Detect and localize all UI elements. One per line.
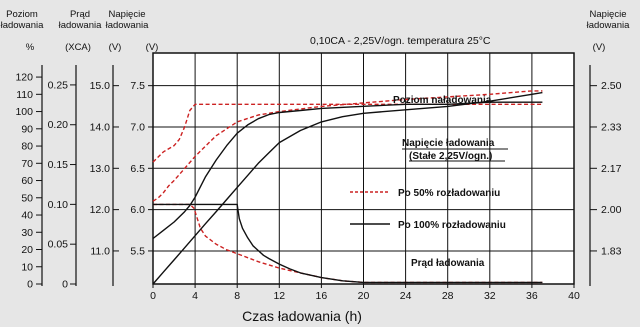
chart-title: 0,10CA - 2,25V/ogn. temperatura 25°C <box>310 35 491 47</box>
right-voltage-tick-label: 2.17 <box>601 163 622 175</box>
soc-tick-label: 120 <box>15 72 33 84</box>
legend-label-100: Po 100% rozładowaniu <box>398 220 506 231</box>
right-voltage-tick-label: 2.00 <box>601 204 622 216</box>
legend: Po 50% rozładowaniu Po 100% rozładowaniu <box>350 188 506 231</box>
voltage-cell-tick-label: 7.0 <box>130 121 145 133</box>
series-100-soc-line <box>152 91 543 285</box>
soc-tick-label: 10 <box>21 261 33 273</box>
x-tick-label: 8 <box>234 290 240 302</box>
current-tick-label: 0 <box>62 279 68 291</box>
voltage-curve-sublabel: (Stałe 2,25V/ogn.) <box>409 151 492 162</box>
voltage-cell-axis-unit: (V) <box>146 42 159 53</box>
axis-ticks: 0 4 8 12 16 20 24 28 32 36 40 0 10 20 30 40 50 60 70 80 90 10… <box>15 72 621 302</box>
x-tick-label: 40 <box>568 290 580 302</box>
current-axis-unit: (XCA) <box>65 42 91 53</box>
soc-tick-label: 70 <box>21 158 33 170</box>
voltage-cell-tick-label: 6.0 <box>130 204 145 216</box>
voltage-axis-header-line1: Napięcie <box>109 9 146 20</box>
soc-axis-unit: % <box>26 42 35 53</box>
series-100-current-line <box>153 203 543 284</box>
x-tick-label: 12 <box>273 290 285 302</box>
soc-tick-label: 40 <box>21 210 33 222</box>
x-tick-label: 24 <box>400 290 412 302</box>
voltage-outer-tick-label: 15.0 <box>90 80 111 92</box>
right-voltage-tick-label: 2.50 <box>601 80 622 92</box>
soc-tick-label: 0 <box>27 279 33 291</box>
current-tick-label: 0.20 <box>48 119 69 131</box>
grid-lines <box>153 53 574 284</box>
legend-label-50: Po 50% rozładowaniu <box>398 188 500 199</box>
voltage-cell-tick-label: 6.5 <box>130 163 145 175</box>
axis-headers: Poziom ładowania Prąd ładowania Napięcie… <box>1 9 630 53</box>
series-50-soc-line <box>152 90 543 202</box>
soc-tick-label: 110 <box>16 89 33 101</box>
x-tick-label: 32 <box>484 290 496 302</box>
soc-curve-label: Poziom naładowania <box>393 95 492 106</box>
current-axis-header-line2: ładowania <box>59 20 102 31</box>
right-voltage-axis-header-line2: ładowania <box>587 20 630 31</box>
x-tick-label: 28 <box>442 290 454 302</box>
current-curve-label: Prąd ładowania <box>411 258 485 269</box>
current-tick-label: 0.10 <box>48 199 69 211</box>
curve-layer <box>152 90 543 285</box>
x-tick-label: 20 <box>358 290 370 302</box>
x-tick-label: 16 <box>316 290 328 302</box>
voltage-outer-tick-label: 11.0 <box>90 245 110 257</box>
soc-axis-header-line1: Poziom <box>6 9 38 20</box>
right-voltage-tick-label: 1.83 <box>601 245 622 257</box>
x-tick-label: 36 <box>526 290 538 302</box>
soc-tick-label: 100 <box>15 106 33 118</box>
soc-axis-header-line2: ładowania <box>1 20 44 31</box>
series-50-voltage-line <box>152 103 543 163</box>
soc-tick-label: 30 <box>21 227 33 239</box>
voltage-axis-header-line2: ładowania <box>106 20 149 31</box>
current-axis-header-line1: Prąd <box>70 9 90 20</box>
soc-tick-label: 60 <box>21 175 33 187</box>
voltage-outer-tick-label: 13.0 <box>90 163 111 175</box>
voltage-cell-tick-label: 7.5 <box>130 80 145 92</box>
voltage-outer-axis-unit: (V) <box>109 42 122 53</box>
x-axis-label: Czas ładowania (h) <box>242 308 362 324</box>
voltage-outer-tick-label: 12.0 <box>90 204 111 216</box>
x-tick-label: 4 <box>192 290 198 302</box>
soc-tick-label: 90 <box>21 123 33 135</box>
series-100-voltage-line <box>152 101 543 240</box>
voltage-outer-tick-label: 14.0 <box>90 121 111 133</box>
current-tick-label: 0.05 <box>48 239 69 251</box>
right-voltage-tick-label: 2.33 <box>601 121 622 133</box>
current-tick-label: 0.25 <box>48 79 69 91</box>
x-tick-label: 0 <box>150 290 156 302</box>
annotations: Poziom naładowania Napięcie ładowania (S… <box>393 95 508 269</box>
soc-tick-label: 50 <box>21 192 33 204</box>
right-voltage-axis-header-line1: Napięcie <box>590 9 627 20</box>
voltage-curve-label: Napięcie ładowania <box>402 138 495 149</box>
soc-tick-label: 80 <box>21 141 33 153</box>
voltage-cell-tick-label: 5.5 <box>130 245 145 257</box>
right-voltage-axis-unit: (V) <box>593 42 606 53</box>
current-tick-label: 0.15 <box>48 159 69 171</box>
soc-tick-label: 20 <box>21 244 33 256</box>
